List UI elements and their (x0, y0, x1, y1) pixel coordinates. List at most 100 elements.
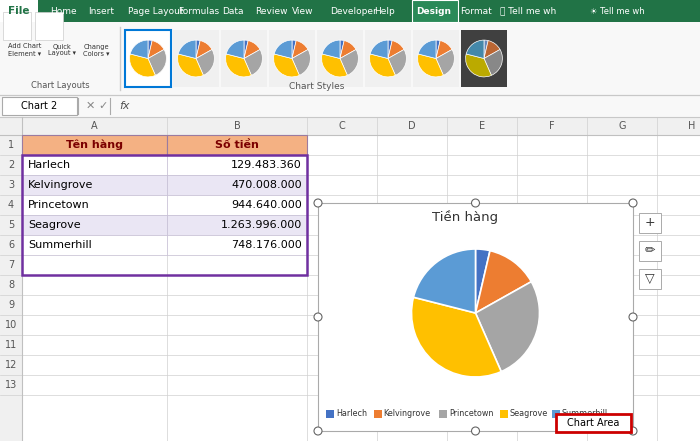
Text: Insert: Insert (88, 7, 114, 15)
Bar (167, 135, 307, 155)
Bar (500, 410, 508, 418)
Wedge shape (148, 40, 152, 59)
Text: Seagrove: Seagrove (510, 410, 548, 419)
Bar (22, 135, 167, 155)
Text: Seagrove: Seagrove (28, 220, 80, 230)
Text: 12: 12 (5, 360, 18, 370)
Text: 2: 2 (8, 160, 14, 170)
Text: 3: 3 (8, 180, 14, 190)
Bar (0, 95, 700, 117)
Wedge shape (321, 54, 347, 77)
Bar (22, 175, 167, 195)
Wedge shape (322, 40, 340, 59)
Wedge shape (292, 41, 308, 59)
Bar (0, 117, 700, 135)
Text: 1.263.996.000: 1.263.996.000 (220, 220, 302, 230)
Circle shape (314, 313, 322, 321)
Wedge shape (340, 49, 358, 75)
Text: Data: Data (222, 7, 244, 15)
Text: Tiền hàng: Tiền hàng (433, 210, 498, 224)
Text: B: B (234, 121, 240, 131)
Wedge shape (244, 41, 260, 59)
Text: Số tiền: Số tiền (215, 140, 259, 150)
Text: fx: fx (119, 101, 130, 111)
Text: A: A (91, 121, 98, 131)
Wedge shape (436, 40, 440, 59)
Wedge shape (475, 249, 490, 313)
Text: Chart Styles: Chart Styles (289, 82, 344, 91)
Text: E: E (479, 121, 485, 131)
Text: 129.483.360: 129.483.360 (231, 160, 302, 170)
Wedge shape (292, 40, 296, 59)
Wedge shape (244, 49, 262, 75)
Text: ⭘ Tell me wh: ⭘ Tell me wh (500, 7, 556, 15)
Circle shape (629, 199, 637, 207)
Wedge shape (130, 54, 155, 77)
Text: Chart Area: Chart Area (567, 418, 620, 428)
Bar (35, 12, 63, 40)
Bar (552, 410, 560, 418)
Text: 470.008.000: 470.008.000 (232, 180, 302, 190)
Wedge shape (274, 40, 292, 59)
Circle shape (629, 427, 637, 435)
Bar (167, 155, 307, 175)
Bar (639, 213, 661, 233)
Text: C: C (339, 121, 345, 131)
Text: Harlech: Harlech (28, 160, 71, 170)
Bar (0, 22, 120, 95)
Wedge shape (484, 49, 503, 75)
Text: 7: 7 (8, 260, 14, 270)
Wedge shape (436, 49, 454, 75)
Text: Formulas: Formulas (178, 7, 219, 15)
Bar (0, 0, 700, 22)
Bar (22, 235, 167, 255)
Wedge shape (412, 297, 501, 377)
Bar (0, 0, 38, 22)
Bar (318, 203, 633, 431)
Wedge shape (436, 41, 452, 59)
Wedge shape (274, 54, 300, 77)
Text: ✓: ✓ (98, 101, 108, 111)
Bar (2, 97, 77, 115)
Bar (326, 410, 334, 418)
Text: 9: 9 (8, 300, 14, 310)
Circle shape (472, 199, 480, 207)
Text: 13: 13 (5, 380, 17, 390)
Text: Princetown: Princetown (28, 200, 90, 210)
Wedge shape (340, 41, 356, 59)
Bar (269, 30, 315, 87)
Text: Kelvingrove: Kelvingrove (28, 180, 93, 190)
Wedge shape (475, 250, 531, 313)
Text: Change
Colors ▾: Change Colors ▾ (83, 44, 109, 56)
Text: 11: 11 (5, 340, 17, 350)
Wedge shape (484, 40, 488, 59)
Text: View: View (292, 7, 314, 15)
Text: Harlech: Harlech (336, 410, 367, 419)
Text: 10: 10 (5, 320, 17, 330)
Wedge shape (418, 40, 436, 59)
Wedge shape (475, 282, 540, 372)
Bar (22, 195, 167, 215)
Circle shape (472, 427, 480, 435)
Wedge shape (196, 41, 212, 59)
Bar (461, 30, 507, 87)
Wedge shape (388, 41, 404, 59)
Bar (0, 117, 700, 441)
Text: ✏: ✏ (645, 244, 655, 258)
Wedge shape (196, 49, 214, 75)
Bar (167, 195, 307, 215)
Text: Page Layout: Page Layout (128, 7, 183, 15)
Wedge shape (414, 249, 475, 313)
Bar (317, 30, 363, 87)
Text: Quick
Layout ▾: Quick Layout ▾ (48, 44, 76, 56)
Text: 4: 4 (8, 200, 14, 210)
Circle shape (629, 313, 637, 321)
Text: F: F (550, 121, 555, 131)
Text: Kelvingrove: Kelvingrove (384, 410, 430, 419)
Bar (439, 410, 447, 418)
Wedge shape (466, 40, 484, 59)
Bar (374, 410, 382, 418)
Bar (167, 175, 307, 195)
Text: 748.176.000: 748.176.000 (231, 240, 302, 250)
Text: Chart Layouts: Chart Layouts (31, 81, 90, 90)
